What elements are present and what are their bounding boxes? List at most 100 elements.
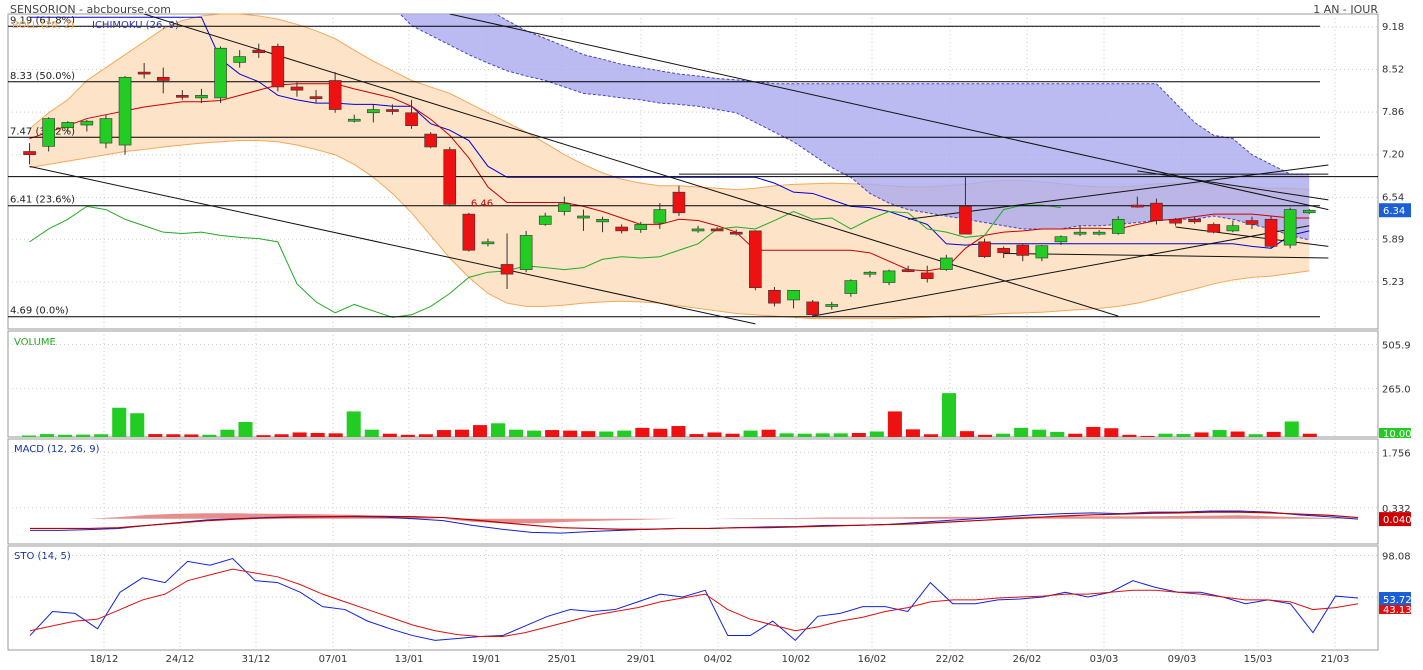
candle-down [137,71,151,75]
last-price-label: 6.34 [1383,206,1405,217]
candle-down [615,226,628,232]
volume-bar [472,425,488,437]
volume-bar [94,434,109,437]
ichimoku-span-b [399,14,1310,241]
volume-bar [292,432,307,437]
volume-bar [1266,431,1281,437]
candle-down [1016,244,1030,256]
volume-bar [689,434,704,437]
volume-bar [671,426,686,437]
price-tick-label: 7.20 [1382,150,1404,161]
ichimoku-cloud [400,14,1310,240]
candle-down [1169,218,1182,224]
candle-up [558,203,571,212]
price-tick-label: 9.18 [1382,22,1404,33]
candle-up [1073,231,1087,235]
candle-down [309,96,323,99]
volume-bar [1140,435,1155,437]
macd-tick-label: 0.332 [1382,504,1411,515]
price-tick-label: 5.89 [1382,234,1404,245]
candle-down [1150,202,1163,221]
volume-bar [76,434,91,437]
volume-bar [130,413,145,437]
candle-up [1054,236,1068,243]
candle-up [863,271,877,275]
date-tick-label: 09/03 [1168,654,1197,665]
volume-bar [563,430,578,437]
trend-line [1175,226,1329,247]
volume-title: VOLUME [14,337,56,348]
date-tick-label: 18/12 [90,654,119,665]
volume-bar [148,434,163,437]
volume-bar [1032,429,1047,437]
volume-bar [978,434,993,437]
price-tick-label: 7.86 [1382,107,1404,118]
candle-down [1245,220,1259,225]
volume-bar [1122,434,1137,437]
volume-bar [202,434,217,437]
candle-down [462,213,476,251]
ichimoku-chikou [29,204,1062,318]
ichimoku-span-a [494,14,1310,175]
candle-up [1111,218,1125,234]
candle-down [328,80,342,110]
macd-title: MACD (12, 26, 9) [14,444,100,455]
sto-d-label: 43.13 [1383,605,1412,616]
fibonacci-label: 4.69 (0.0%) [10,306,69,317]
sto-pane [7,545,1379,651]
volume-bar [1248,434,1263,437]
candle-up [195,95,208,99]
fibonacci-label: 9.19 (61.8%) [10,15,75,26]
date-tick-label: 22/02 [936,654,965,665]
fibonacci-label: 8.33 (50.0%) [10,71,75,82]
volume-bar [274,434,289,437]
sto-tick-label: 98.08 [1382,552,1411,563]
volume-bar [635,427,650,437]
date-tick-label: 03/03 [1090,654,1119,665]
volume-bar [238,422,253,437]
volume-bar [707,432,722,437]
volume-bar [400,434,415,437]
date-tick-label: 13/01 [395,654,424,665]
chart-title: SENSORION - abcbourse.com [10,3,172,16]
volume-bar [40,434,55,437]
volume-tick-label: 505.9 [1382,341,1411,352]
volume-bar [184,434,199,437]
volume-last-box [1379,428,1411,438]
volume-bar [436,430,451,437]
candle-up [1226,225,1240,232]
candle-up [118,76,132,146]
candle-up [882,270,896,283]
candle-down [386,109,399,112]
volume-bar [851,432,866,437]
candle-up [940,257,953,270]
candle-down [959,206,972,235]
candle-down [290,86,304,91]
candle-up [844,280,858,294]
candle-down [729,231,743,235]
candle-down [768,289,781,304]
volume-bar [581,431,596,437]
date-tick-label: 21/03 [1321,654,1350,665]
volume-bar [1284,421,1299,437]
candle-down [23,151,36,156]
date-tick-label: 19/01 [472,654,501,665]
trend-line [812,225,1310,317]
macd-pane [7,438,1379,545]
candle-up [596,218,609,223]
candle-up [347,118,361,122]
candle-up [519,235,533,270]
volume-bar [310,432,325,437]
candle-up [825,304,839,307]
candle-down [424,133,437,148]
date-tick-label: 25/01 [548,654,577,665]
candle-up [538,215,552,225]
candle-down [252,49,266,54]
volume-bar [905,429,920,437]
date-tick-label: 24/12 [166,654,195,665]
candle-down [405,112,418,126]
volume-bar [382,433,397,437]
sto-d-box [1379,604,1411,614]
candle-down [806,301,819,316]
candle-up [214,47,227,99]
